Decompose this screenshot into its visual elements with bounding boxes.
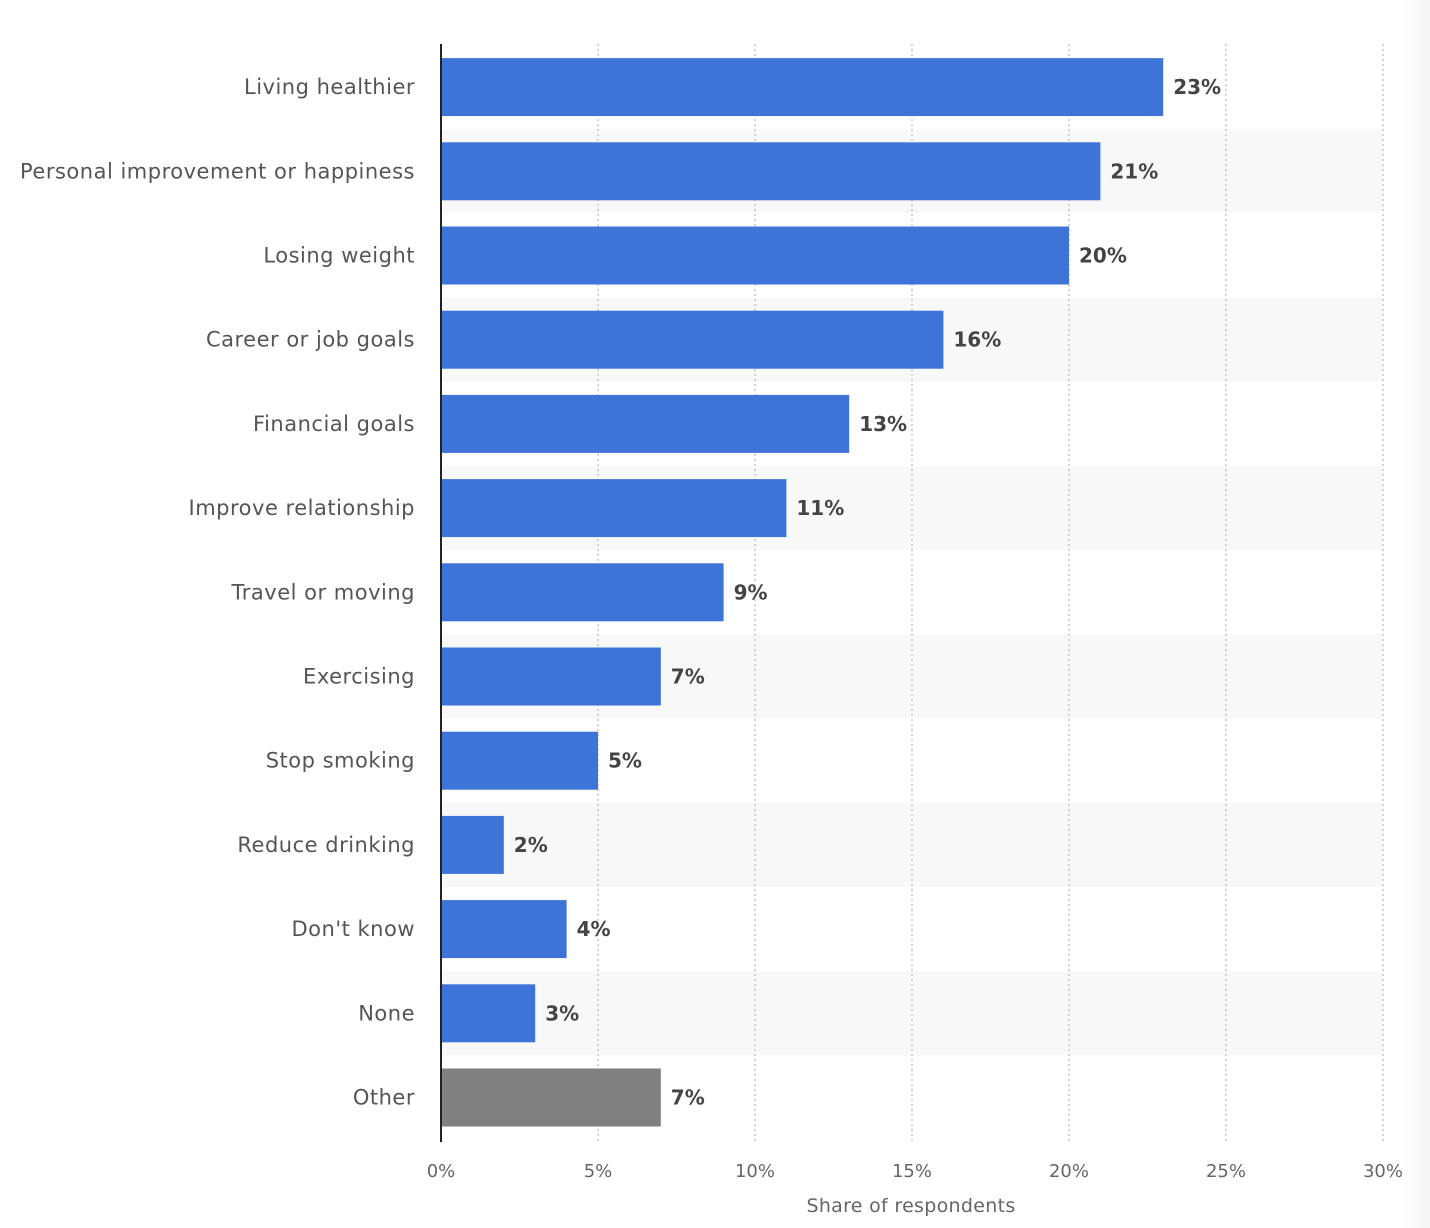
bar: [441, 479, 787, 538]
bar: [441, 310, 944, 369]
right-edge-shade: [1400, 0, 1430, 1228]
bar: [441, 58, 1164, 117]
value-label: 4%: [577, 917, 611, 941]
bar: [441, 647, 661, 706]
category-label: None: [358, 1001, 415, 1025]
value-label: 9%: [734, 580, 768, 604]
category-label: Living healthier: [244, 75, 415, 99]
category-label: Improve relationship: [189, 496, 415, 520]
value-label: 2%: [514, 833, 548, 857]
category-label: Exercising: [303, 665, 415, 689]
bar: [441, 563, 724, 622]
category-label: Career or job goals: [206, 328, 415, 352]
x-tick-label: 30%: [1363, 1161, 1403, 1182]
category-labels: Living healthier Personal improvement or …: [20, 75, 415, 1110]
x-tick-label: 0%: [427, 1161, 456, 1182]
bar: [441, 1068, 661, 1127]
bar: [441, 394, 850, 453]
bar: [441, 900, 567, 959]
bar: [441, 984, 536, 1043]
category-label: Travel or moving: [231, 580, 415, 604]
x-tick-label: 25%: [1206, 1161, 1246, 1182]
value-label: 11%: [796, 496, 844, 520]
category-label: Stop smoking: [266, 749, 415, 773]
value-label: 3%: [545, 1001, 579, 1025]
bar: [441, 731, 598, 790]
bars: [441, 58, 1164, 1127]
x-axis-title: Share of respondents: [806, 1195, 1015, 1217]
bar: [441, 142, 1101, 201]
category-label: Financial goals: [253, 412, 415, 436]
value-label: 16%: [953, 328, 1001, 352]
category-label: Reduce drinking: [237, 833, 415, 857]
value-label: 23%: [1173, 75, 1221, 99]
category-label: Other: [353, 1086, 415, 1110]
category-label: Don't know: [291, 917, 415, 941]
value-label: 7%: [671, 665, 705, 689]
x-tick-label: 10%: [735, 1161, 775, 1182]
value-labels: 23% 21% 20% 16% 13% 11% 9% 7% 5% 2% 4% 3% 7%: [514, 75, 1221, 1109]
row-band: [441, 971, 1383, 1056]
x-tick-label: 5%: [584, 1161, 613, 1182]
value-label: 7%: [671, 1086, 705, 1110]
x-tick-labels: 0% 5% 10% 15% 20% 25% 30%: [427, 1161, 1403, 1182]
bar: [441, 815, 504, 874]
value-label: 20%: [1079, 244, 1127, 268]
category-label: Personal improvement or happiness: [20, 159, 415, 183]
value-label: 21%: [1110, 159, 1158, 183]
value-label: 5%: [608, 749, 642, 773]
x-tick-label: 20%: [1049, 1161, 1089, 1182]
x-tick-label: 15%: [892, 1161, 932, 1182]
gridlines: [597, 44, 1384, 1142]
category-label: Losing weight: [263, 244, 415, 268]
value-label: 13%: [859, 412, 907, 436]
bar: [441, 226, 1069, 285]
